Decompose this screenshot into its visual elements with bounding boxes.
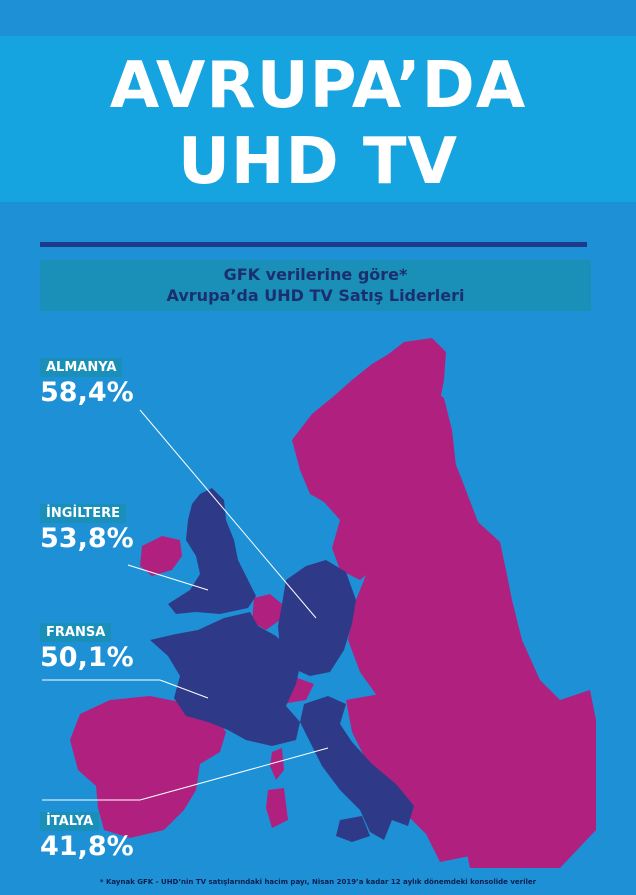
leader-line-almanya bbox=[139, 409, 317, 619]
balkans-turkey bbox=[346, 694, 590, 862]
share-value: 50,1% bbox=[40, 642, 134, 673]
subtitle: GFK verilerine göre* Avrupa’da UHD TV Sa… bbox=[40, 264, 591, 306]
germany bbox=[278, 560, 356, 676]
country-badge: İNGİLTERE bbox=[40, 504, 126, 523]
france bbox=[150, 612, 300, 746]
share-value: 58,4% bbox=[40, 377, 134, 408]
italy bbox=[300, 696, 414, 842]
sardinia-corsica bbox=[266, 748, 288, 828]
label-fransa: FRANSA 50,1% bbox=[40, 621, 134, 673]
united-kingdom bbox=[168, 488, 256, 614]
page-title: AVRUPA’DA UHD TV bbox=[0, 48, 636, 200]
subtitle-line-2: Avrupa’da UHD TV Satış Liderleri bbox=[166, 286, 465, 305]
finland bbox=[400, 386, 456, 512]
label-almanya: ALMANYA 58,4% bbox=[40, 356, 134, 408]
subtitle-line-1: GFK verilerine göre* bbox=[223, 265, 408, 284]
title-band bbox=[0, 36, 636, 202]
title-line-2: UHD TV bbox=[177, 125, 459, 199]
share-value: 53,8% bbox=[40, 523, 134, 554]
footnote: * Kaynak GFK - UHD’nin TV satışlarındaki… bbox=[99, 878, 537, 886]
leader-line-fransa-2 bbox=[159, 679, 209, 699]
title-line-1: AVRUPA’DA bbox=[109, 49, 527, 123]
country-badge: ALMANYA bbox=[40, 358, 123, 377]
leader-line-italya-2 bbox=[139, 747, 329, 801]
country-badge: İTALYA bbox=[40, 812, 100, 831]
subtitle-box bbox=[40, 260, 591, 311]
iberia bbox=[70, 696, 226, 838]
norway-sweden bbox=[292, 344, 414, 580]
iceland-ireland bbox=[140, 536, 182, 576]
share-value: 41,8% bbox=[40, 831, 134, 862]
country-badge: FRANSA bbox=[40, 623, 112, 642]
benelux bbox=[252, 594, 282, 630]
label-ingiltere: İNGİLTERE 53,8% bbox=[40, 502, 134, 554]
top-strip bbox=[0, 0, 636, 36]
leader-line-ingiltere bbox=[127, 564, 209, 591]
label-italya: İTALYA 41,8% bbox=[40, 810, 134, 862]
divider bbox=[40, 242, 587, 247]
